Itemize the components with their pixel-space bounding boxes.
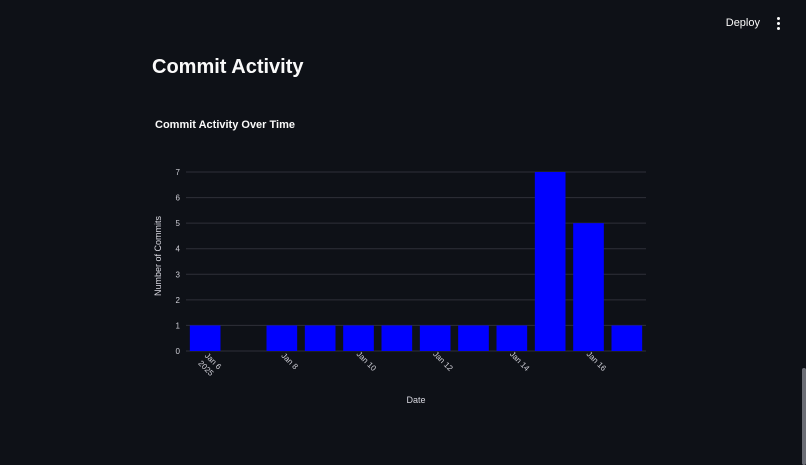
top-header: Deploy [0,0,806,44]
main-menu-button[interactable] [768,13,788,33]
bar-2025-01-15[interactable] [534,172,566,351]
kebab-menu-icon [776,16,780,30]
y-tick-label: 4 [176,245,181,254]
y-tick-label: 5 [176,219,181,228]
bar-2025-01-10[interactable] [343,325,374,351]
y-tick-label: 6 [176,194,181,203]
page-title: Commit Activity [152,56,304,78]
y-tick-label: 0 [176,347,181,356]
bar-2025-01-13[interactable] [458,325,489,351]
bar-2025-01-11[interactable] [381,325,413,351]
y-tick-label: 2 [176,296,181,305]
x-tick-text: Jan 12 [431,350,455,374]
bar-2025-01-08[interactable] [266,325,298,351]
y-axis-ticks: 0 1 2 3 4 5 6 7 [176,168,181,356]
bar-2025-01-09[interactable] [304,325,336,351]
x-axis-label: Date [406,395,425,405]
chart-bars [189,172,643,351]
chart-gridlines [186,171,646,352]
bar-2025-01-12[interactable] [419,325,451,351]
x-tick-label: Jan 8 [279,351,300,372]
page-scrollbar[interactable] [802,368,806,465]
x-tick-text: Jan 10 [355,350,379,374]
chart-title: Commit Activity Over Time [155,119,295,131]
y-tick-label: 3 [176,270,181,279]
commit-activity-chart[interactable]: Commit Activity Over Time 0 1 2 3 4 5 6 7 Jan 6… [146,110,666,410]
bar-2025-01-16[interactable] [573,223,604,351]
x-tick-label: Jan 16 [585,350,609,374]
bar-2025-01-17[interactable] [611,325,643,351]
x-tick-label: Jan 14 [508,350,532,374]
y-tick-label: 7 [176,168,181,177]
y-tick-label: 1 [176,321,181,330]
x-tick-text: Jan 8 [279,351,300,372]
bar-2025-01-14[interactable] [496,325,528,351]
x-tick-label: Jan 10 [355,350,379,374]
x-tick-text: Jan 14 [508,350,532,374]
deploy-button[interactable]: Deploy [718,12,768,34]
x-tick-label: Jan 12 [431,350,455,374]
bar-2025-01-06[interactable] [189,325,221,351]
x-tick-text: Jan 16 [585,350,609,374]
y-axis-label: Number of Commits [153,215,163,296]
